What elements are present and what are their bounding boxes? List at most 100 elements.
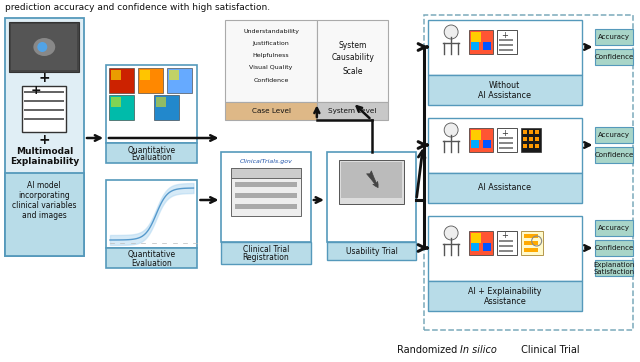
Bar [166,68,191,93]
Text: Registration: Registration [243,253,289,262]
Ellipse shape [33,38,55,56]
Bar [4,18,84,256]
Text: System Level: System Level [328,108,377,114]
Bar [524,248,538,252]
Text: Confidence: Confidence [595,245,634,251]
Bar [156,97,166,107]
Bar [471,140,479,148]
Bar [154,95,179,120]
Bar [428,75,582,105]
Text: Accuracy: Accuracy [598,225,630,231]
Text: Satisfaction: Satisfaction [594,269,635,274]
Bar [524,241,538,245]
Ellipse shape [444,25,458,39]
Bar [471,233,481,243]
Bar [595,240,633,256]
Text: and images: and images [22,210,67,219]
Ellipse shape [444,226,458,240]
Text: AI Assistance: AI Assistance [478,184,531,193]
Bar [221,242,311,264]
Bar [469,30,493,54]
Bar [499,240,513,242]
Bar [529,130,532,134]
Text: Clinical Trial: Clinical Trial [243,244,289,253]
Text: Scale: Scale [342,67,363,76]
Bar [499,245,513,247]
Bar [428,173,582,203]
Bar [499,137,513,139]
Bar [483,42,491,50]
Text: Usability Trial: Usability Trial [346,247,397,256]
Bar [24,100,64,102]
Bar [428,118,582,173]
Bar [521,231,543,255]
Bar [499,49,513,51]
Bar [221,152,311,242]
Text: System: System [339,41,367,50]
Text: Evaluation: Evaluation [131,258,172,268]
Bar [111,70,121,80]
Text: +: + [501,30,508,39]
Bar [534,144,539,148]
Text: ClinicalTrials.gov: ClinicalTrials.gov [239,160,292,164]
Bar [534,130,539,134]
Bar [483,140,491,148]
Bar [499,147,513,149]
Text: Clinical Trial: Clinical Trial [518,345,579,355]
Bar [236,204,297,209]
Bar [168,70,179,80]
Bar [340,162,403,198]
Bar [428,281,582,311]
Bar [428,216,582,281]
Text: Explainability: Explainability [10,156,79,165]
Text: Confidence: Confidence [595,152,634,158]
Bar [499,39,513,41]
Bar [499,142,513,144]
Bar [24,118,64,120]
Bar [231,168,301,178]
Text: AI + Explainability: AI + Explainability [468,286,541,295]
Text: Confidence: Confidence [253,77,289,83]
Text: Assistance: Assistance [483,296,526,306]
Text: Visual Quality: Visual Quality [250,66,292,71]
Text: Without: Without [489,80,520,89]
Bar [469,128,493,152]
Text: Justification: Justification [253,42,289,46]
Bar [138,68,163,93]
Text: +: + [31,84,42,97]
Bar [231,168,301,216]
Text: Quantitative: Quantitative [127,251,176,260]
Bar [106,180,198,248]
Bar [317,20,388,102]
Text: Multimodal: Multimodal [15,147,73,156]
Bar [497,231,516,255]
Bar [595,29,633,45]
Bar [534,137,539,141]
Bar [225,20,317,102]
Text: Understandability: Understandability [243,29,299,34]
Bar [469,231,493,255]
Bar [523,137,527,141]
Text: +: + [38,133,50,147]
Bar [497,128,516,152]
Bar [236,182,297,187]
Text: Evaluation: Evaluation [131,153,172,163]
Text: Case Level: Case Level [252,108,291,114]
Bar [595,260,633,276]
Bar [140,70,150,80]
Bar [523,130,527,134]
Bar [499,250,513,252]
Bar [24,109,64,111]
Bar [428,20,582,75]
Text: +: + [501,129,508,138]
Text: In silico: In silico [460,345,497,355]
Bar [106,248,198,268]
Bar [22,86,66,132]
Text: incorporating: incorporating [19,190,70,199]
Bar [109,95,134,120]
Bar [106,143,198,163]
Bar [339,160,404,204]
Text: Helpfulness: Helpfulness [253,54,289,59]
Bar [424,15,633,330]
Bar [471,243,479,251]
